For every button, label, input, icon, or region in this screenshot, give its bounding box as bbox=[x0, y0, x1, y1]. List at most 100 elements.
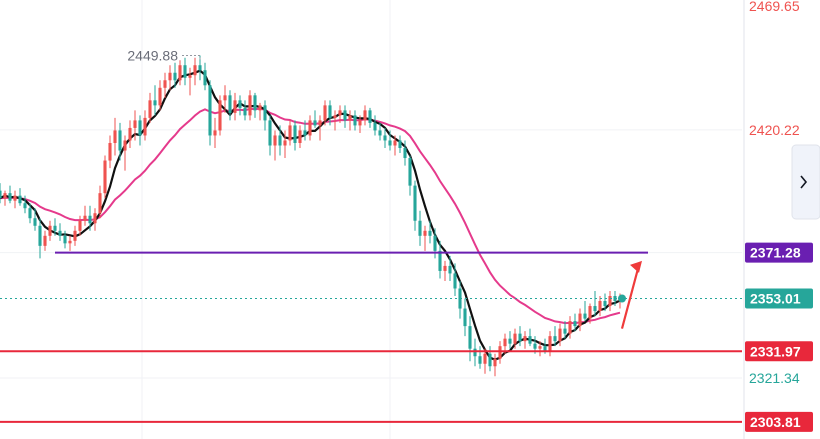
candle-85 bbox=[423, 225, 427, 251]
candle-body-58 bbox=[288, 125, 292, 141]
candle-body-6 bbox=[28, 208, 32, 219]
candle-body-42 bbox=[208, 85, 212, 136]
candle-body-3 bbox=[13, 195, 17, 201]
candle-body-15 bbox=[73, 230, 77, 241]
candle-102 bbox=[508, 331, 512, 349]
peak-value-label: 2449.88 bbox=[127, 47, 178, 63]
candle-body-103 bbox=[513, 333, 517, 344]
candle-88 bbox=[438, 240, 442, 279]
candle-body-99 bbox=[493, 358, 497, 367]
level-badge-1 bbox=[745, 341, 813, 362]
candle-11 bbox=[53, 218, 57, 236]
candle-body-107 bbox=[533, 343, 537, 349]
candle-62 bbox=[308, 115, 312, 141]
candle-body-29 bbox=[143, 117, 147, 136]
candle-body-81 bbox=[403, 148, 407, 159]
candle-75 bbox=[373, 115, 377, 136]
candle-body-13 bbox=[63, 235, 67, 244]
candle-61 bbox=[303, 120, 307, 141]
candle-body-12 bbox=[58, 230, 62, 236]
candle-body-115 bbox=[573, 321, 577, 327]
candle-body-0 bbox=[0, 190, 2, 199]
collapse-panel-button[interactable] bbox=[791, 144, 820, 220]
candle-80 bbox=[398, 135, 402, 154]
candle-55 bbox=[273, 130, 277, 161]
candle-50 bbox=[248, 90, 252, 121]
candle-118 bbox=[588, 303, 592, 324]
candle-110 bbox=[548, 331, 552, 357]
candle-5 bbox=[23, 195, 27, 214]
candle-28 bbox=[138, 115, 142, 146]
candle-42 bbox=[208, 80, 212, 146]
candle-body-74 bbox=[368, 110, 372, 123]
grid-lines bbox=[0, 0, 745, 439]
candle-95 bbox=[473, 338, 477, 367]
candle-body-14 bbox=[68, 240, 72, 244]
chevron-right-icon[interactable] bbox=[800, 175, 808, 189]
candle-body-117 bbox=[583, 313, 587, 319]
candle-104 bbox=[518, 326, 522, 347]
candle-body-40 bbox=[198, 65, 202, 71]
candle-body-50 bbox=[248, 95, 252, 116]
candle-body-100 bbox=[498, 346, 502, 359]
candle-113 bbox=[563, 321, 567, 339]
candle-body-105 bbox=[523, 336, 527, 342]
candle-111 bbox=[553, 326, 557, 347]
candle-52 bbox=[258, 102, 262, 121]
candle-37 bbox=[183, 57, 187, 86]
candle-29 bbox=[143, 110, 147, 141]
candle-13 bbox=[63, 230, 67, 249]
candle-body-110 bbox=[548, 336, 552, 352]
candle-121 bbox=[603, 293, 607, 312]
candle-body-113 bbox=[563, 328, 567, 334]
candle-body-89 bbox=[443, 265, 447, 271]
candle-105 bbox=[523, 331, 527, 349]
candle-body-66 bbox=[328, 105, 332, 118]
candle-body-121 bbox=[603, 301, 607, 307]
candle-body-59 bbox=[293, 125, 297, 143]
candle-body-1 bbox=[3, 193, 7, 199]
candle-body-25 bbox=[123, 140, 127, 151]
candle-body-85 bbox=[423, 230, 427, 236]
candle-67 bbox=[333, 110, 337, 131]
candle-body-57 bbox=[283, 140, 287, 146]
candle-body-4 bbox=[18, 195, 22, 204]
candle-32 bbox=[158, 80, 162, 111]
candle-body-93 bbox=[463, 308, 467, 327]
candle-92 bbox=[458, 280, 462, 319]
candle-body-118 bbox=[588, 306, 592, 319]
candle-0 bbox=[0, 183, 2, 204]
candle-body-79 bbox=[393, 140, 397, 146]
candle-122 bbox=[608, 290, 612, 312]
candle-106 bbox=[528, 328, 532, 347]
candle-body-31 bbox=[153, 100, 157, 106]
slow-moving-average bbox=[0, 107, 621, 325]
candle-body-87 bbox=[433, 235, 437, 251]
candle-53 bbox=[263, 100, 267, 131]
candle-body-90 bbox=[448, 265, 452, 274]
candle-body-26 bbox=[128, 127, 132, 141]
candle-body-27 bbox=[133, 120, 137, 128]
candle-body-76 bbox=[378, 130, 382, 136]
candle-body-111 bbox=[553, 336, 557, 342]
candle-body-64 bbox=[318, 120, 322, 126]
candle-25 bbox=[123, 135, 127, 171]
candle-7 bbox=[33, 208, 37, 231]
candle-body-19 bbox=[93, 213, 97, 224]
candle-body-67 bbox=[333, 115, 337, 118]
candle-body-34 bbox=[168, 72, 172, 81]
candle-body-30 bbox=[148, 100, 152, 118]
candle-84 bbox=[418, 210, 422, 246]
candle-body-22 bbox=[108, 142, 112, 161]
current-price-badge bbox=[745, 288, 813, 309]
candle-115 bbox=[573, 313, 577, 332]
candle-9 bbox=[43, 230, 47, 251]
candle-body-36 bbox=[178, 65, 182, 81]
candle-body-9 bbox=[43, 235, 47, 246]
current-price-badge-label: 2353.01 bbox=[750, 290, 801, 306]
candle-72 bbox=[358, 115, 362, 133]
candle-30 bbox=[148, 92, 152, 123]
candle-body-7 bbox=[33, 218, 37, 226]
slow-ma-line bbox=[0, 107, 621, 325]
